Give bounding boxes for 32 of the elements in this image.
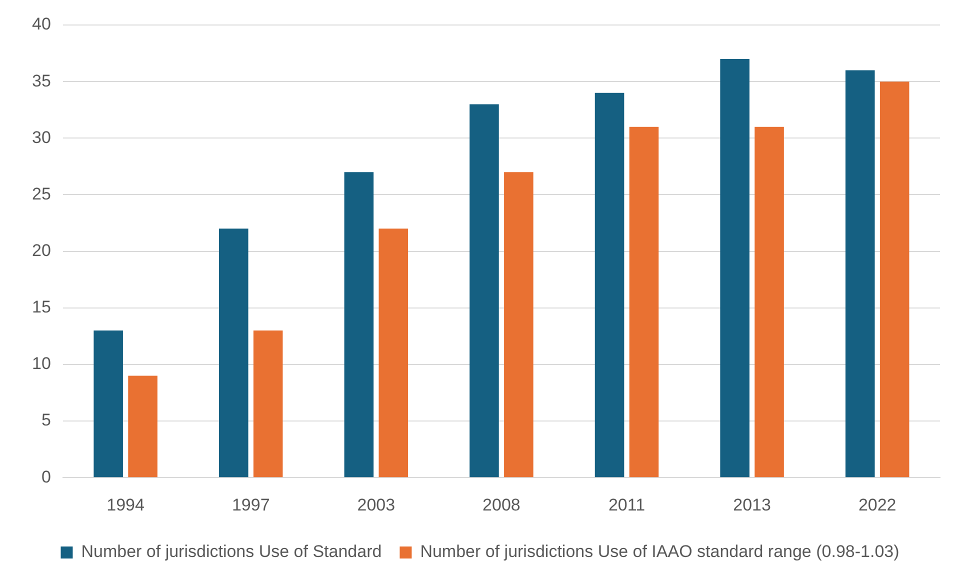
legend-label: Number of jurisdictions Use of Standard <box>81 542 382 562</box>
x-tick-label: 2011 <box>608 495 646 514</box>
bar <box>504 172 534 478</box>
x-tick-label: 1994 <box>106 495 144 514</box>
bar <box>629 126 659 478</box>
y-tick-label: 30 <box>32 128 51 147</box>
bar <box>845 70 875 478</box>
bar <box>253 330 283 478</box>
y-tick-label: 35 <box>32 71 51 90</box>
bar <box>94 330 123 478</box>
y-tick-label: 0 <box>41 467 51 486</box>
x-tick-label: 2003 <box>357 495 396 514</box>
bar <box>720 58 750 478</box>
bar <box>470 104 499 478</box>
y-tick-label: 5 <box>41 410 51 430</box>
bar <box>754 126 784 478</box>
y-tick-label: 20 <box>32 240 51 260</box>
y-tick-label: 15 <box>32 298 51 317</box>
x-tick-label: 2022 <box>858 495 896 514</box>
bar <box>128 376 158 478</box>
y-tick-label: 25 <box>32 184 51 204</box>
x-tick-label: 2008 <box>482 495 520 514</box>
bar <box>218 228 248 478</box>
bar <box>594 92 624 478</box>
bar <box>880 82 910 478</box>
y-tick-label: 10 <box>32 354 51 374</box>
x-tick-label: 1997 <box>232 495 270 514</box>
y-tick-label: 40 <box>32 14 51 34</box>
bar <box>378 228 408 478</box>
x-tick-label: 2013 <box>733 495 771 514</box>
legend-label: Number of jurisdictions Use of IAAO standard range (0.98-1.03) <box>420 542 900 562</box>
bar <box>344 172 374 478</box>
